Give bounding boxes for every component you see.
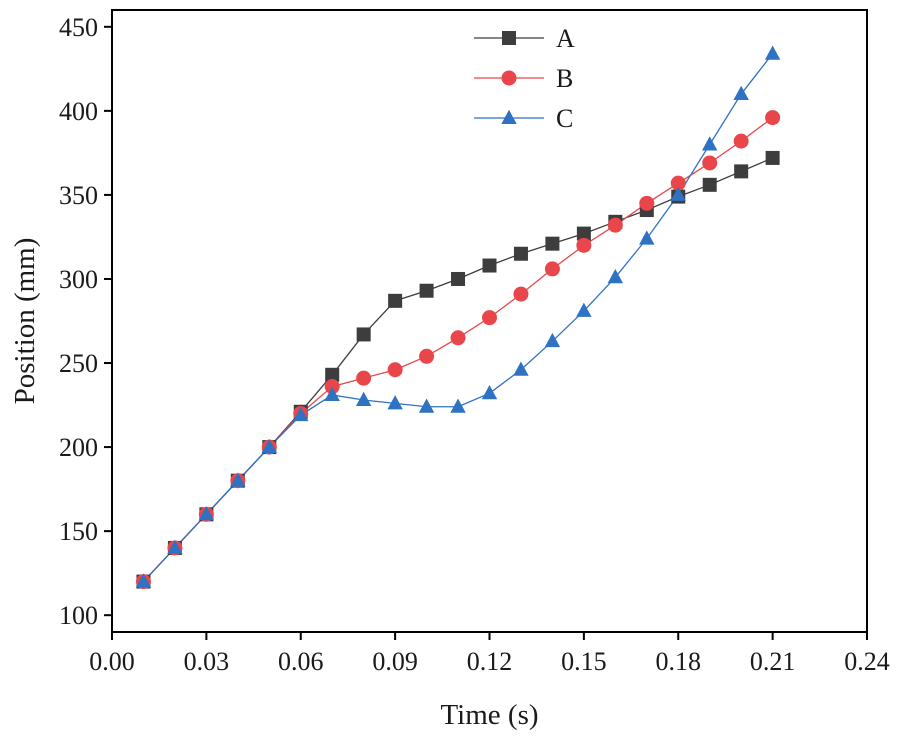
data-point-c [230,472,246,487]
data-point-c [607,269,624,284]
data-point-c [167,539,183,554]
data-point-a [702,177,717,192]
data-point-b [733,133,749,149]
data-point-a [545,236,560,251]
data-point-b [670,175,686,191]
x-tick-label: 0.21 [750,647,796,676]
data-point-b [513,286,529,302]
data-point-c [513,361,529,376]
legend-label-b: B [556,64,573,93]
data-point-b [544,261,560,277]
x-tick-label: 0.09 [372,647,418,676]
data-point-b [324,379,340,395]
data-point-a [388,293,403,308]
y-tick-label: 200 [59,433,98,462]
data-point-a [419,283,434,298]
data-point-c [387,395,403,410]
data-point-c [355,391,372,406]
legend-label-a: A [556,24,575,53]
legend-label-c: C [556,104,573,133]
legend-marker-b [501,70,517,86]
data-point-c [733,85,749,101]
legend: ABC [474,24,575,133]
legend-marker-a [502,31,516,45]
data-point-c [418,398,435,413]
x-axis-title: Time (s) [440,699,538,731]
data-point-c [481,385,498,400]
data-point-b [419,348,435,364]
data-point-a [734,164,749,179]
data-point-b [765,110,781,126]
data-point-b [450,330,466,346]
data-point-c [670,186,686,201]
data-point-a [576,226,591,241]
data-point-a [482,258,497,273]
y-tick-label: 250 [59,349,98,378]
data-point-c [293,406,309,422]
data-point-b [482,310,497,326]
data-point-c [198,506,215,521]
y-tick-label: 300 [59,265,98,294]
y-tick-label: 400 [59,97,98,126]
x-tick-label: 0.24 [844,647,890,676]
data-point-c [639,230,655,245]
x-tick-label: 0.12 [467,647,513,676]
data-point-c [702,136,718,151]
y-axis-title: Position (mm) [9,238,41,405]
data-point-c [135,573,152,588]
x-tick-label: 0.03 [184,647,230,676]
data-point-b [639,195,655,211]
data-point-b [576,237,592,253]
series-markers [135,45,781,590]
data-point-a [325,367,340,382]
x-tick-label: 0.18 [656,647,702,676]
data-point-a [451,271,466,286]
data-point-c [544,332,561,348]
x-tick-label: 0.15 [561,647,607,676]
y-tick-label: 350 [59,181,98,210]
x-tick-label: 0.00 [89,647,135,676]
data-point-b [387,362,403,378]
data-point-a [513,246,528,261]
legend-marker-c [501,109,517,124]
data-point-b [356,370,372,386]
data-point-c [576,302,592,317]
data-point-c [764,45,781,60]
data-point-b [607,217,623,233]
y-tick-label: 100 [59,601,98,630]
data-point-a [765,150,780,165]
y-tick-label: 150 [59,517,98,546]
axis-ticks: 0.00 0.03 0.06 0.09 0.12 0.15 0.18 0.21 0.24 100 1… [59,13,890,676]
x-tick-label: 0.06 [278,647,324,676]
data-point-a [356,327,371,342]
data-point-b [702,155,718,171]
data-point-c [324,386,340,401]
data-point-c [450,398,466,413]
data-point-c [261,438,277,454]
y-tick-label: 450 [59,13,98,42]
